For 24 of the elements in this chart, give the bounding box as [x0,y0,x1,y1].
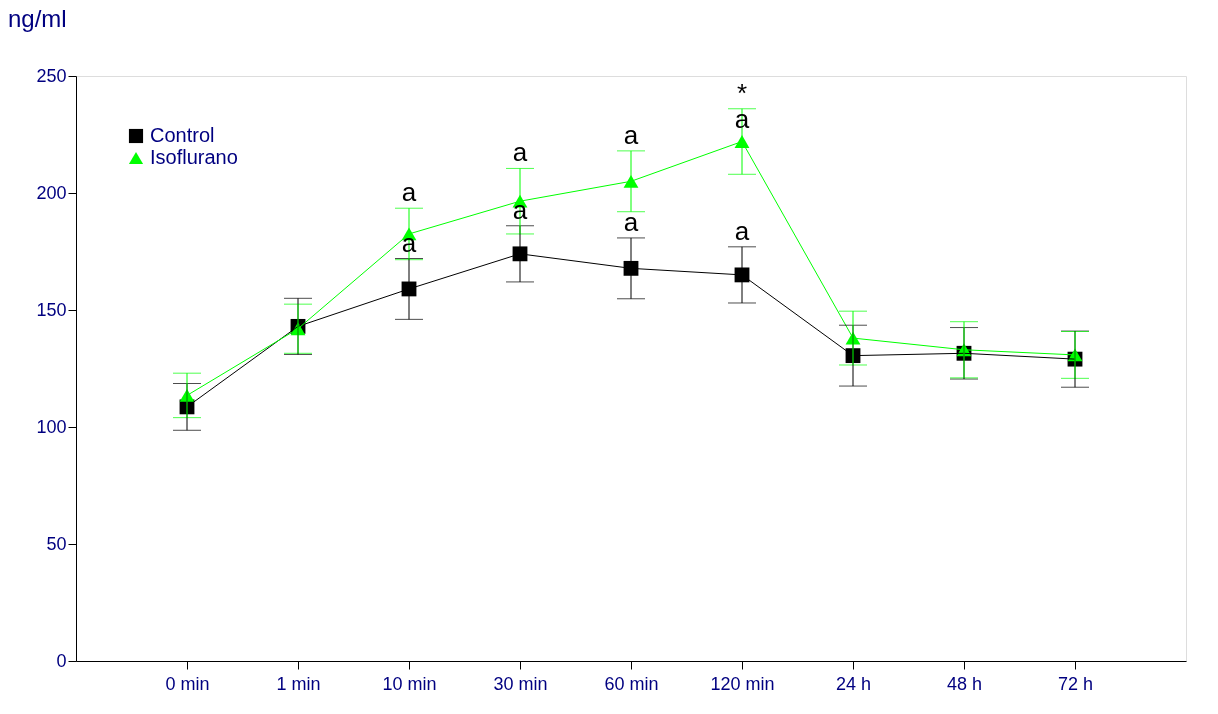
data-label: a [734,215,750,246]
data-label: a [401,177,417,208]
x-tick-label: 10 min [382,673,437,694]
data-label: a [623,206,639,237]
y-axis-title: ng/ml [8,5,67,32]
x-tick-label: 30 min [493,673,548,694]
data-label: * a [734,77,750,134]
y-tick-label: 50 [46,533,67,554]
x-tick-label: 1 min [276,673,321,694]
y-tick-label: 250 [36,65,67,86]
legend-label: Isoflurano [150,146,238,168]
x-tick-label: 60 min [604,673,659,694]
legend-label: Control [150,124,215,146]
x-tick-label: 72 h [1057,673,1094,694]
x-tick-label: 120 min [710,673,775,694]
x-tick-label: 48 h [946,673,983,694]
data-label: a [623,119,639,150]
y-tick-label: 150 [36,299,67,320]
y-tick-label: 200 [36,182,67,203]
data-label: a [512,137,528,168]
x-tick-label: 0 min [165,673,210,694]
y-tick-label: 100 [36,416,67,437]
x-tick-label: 24 h [835,673,872,694]
y-tick-label: 0 [56,650,67,671]
